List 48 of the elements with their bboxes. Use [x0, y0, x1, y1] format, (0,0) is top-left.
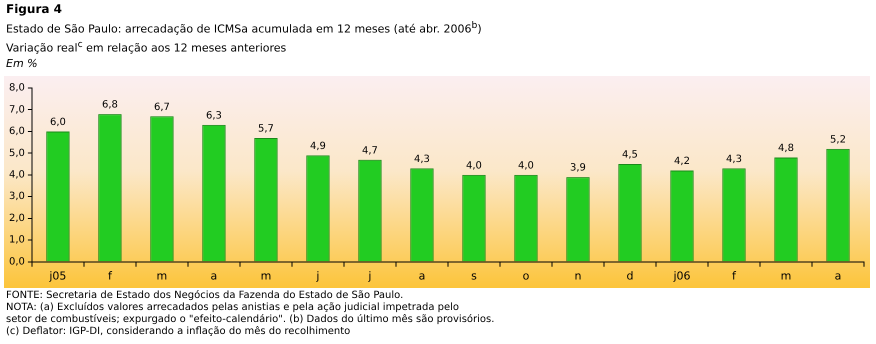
x-tick-label: d: [626, 269, 634, 282]
x-tick-label: s: [471, 269, 478, 282]
data-label: 6,8: [102, 100, 118, 111]
x-tick-label: a: [210, 269, 218, 282]
y-tick-label: 3,0: [8, 191, 25, 202]
x-tick-label: j05: [48, 269, 66, 282]
text: setor de combustíveis; expurgado o "efeito-calendário". (b) Dados do último mês são provisórios.: [6, 314, 494, 325]
x-tick-label: m: [260, 269, 272, 282]
y-axis-title: Em %: [6, 57, 38, 70]
x-tick-label: a: [834, 269, 842, 282]
y-tick-label: 5,0: [8, 148, 25, 159]
y-tick-label: 7,0: [8, 104, 25, 116]
source-note: FONTE: Secretaria de Estado dos Negócios da Fazenda do Estado de São Paulo.: [6, 290, 404, 301]
y-tick-label: 4,0: [8, 169, 25, 180]
x-tick-label: f: [108, 269, 113, 282]
x-tick-label: m: [156, 269, 168, 282]
chart-title: Figura 4: [6, 2, 62, 16]
x-tick-label: j06: [672, 269, 691, 282]
x-tick-label: j: [315, 269, 320, 282]
text: (c) Deflator: IGP-DI, considerando a inflação do mês do recolhimento: [6, 326, 350, 337]
x-tick-label: j: [367, 269, 372, 282]
data-label: 5,2: [830, 134, 846, 146]
x-tick-label: m: [780, 269, 792, 282]
data-label: 4,8: [778, 143, 794, 154]
x-tick-label: o: [522, 269, 530, 282]
text: NOTA: (a) Excluídos valores arrecadados pelas anistias e pela ação judicial impetrada pelo: [6, 302, 460, 313]
data-label: 5,7: [258, 124, 274, 135]
data-label: 6,0: [50, 117, 66, 128]
y-tick-label: 2,0: [8, 212, 25, 224]
y-tick-label: 1,0: [8, 234, 25, 246]
data-label: 4,0: [466, 160, 482, 172]
data-label: 6,7: [154, 102, 170, 113]
data-label: 4,0: [518, 160, 534, 172]
data-label: 3,9: [570, 162, 586, 174]
x-tick-label: n: [574, 269, 582, 282]
x-tick-label: a: [418, 269, 426, 282]
data-label: 4,2: [674, 156, 690, 168]
y-tick-label: 0,0: [8, 256, 25, 268]
data-label: 4,7: [362, 145, 378, 156]
data-label: 4,9: [310, 140, 326, 152]
y-tick-label: 8,0: [8, 82, 25, 94]
y-tick-label: 6,0: [8, 126, 25, 138]
x-tick-label: f: [732, 269, 738, 282]
data-label: 4,3: [726, 154, 742, 165]
data-label: 4,5: [622, 150, 638, 161]
data-label: 4,3: [414, 154, 430, 165]
text: Estado de São Paulo: arrecadação de ICMSa acumulada em 12 meses (até abr. 2006$^{b}$) Variação real$^{c}$ em relação aos 12 meses anteriores: [6, 20, 482, 54]
data-label: 6,3: [206, 110, 222, 122]
